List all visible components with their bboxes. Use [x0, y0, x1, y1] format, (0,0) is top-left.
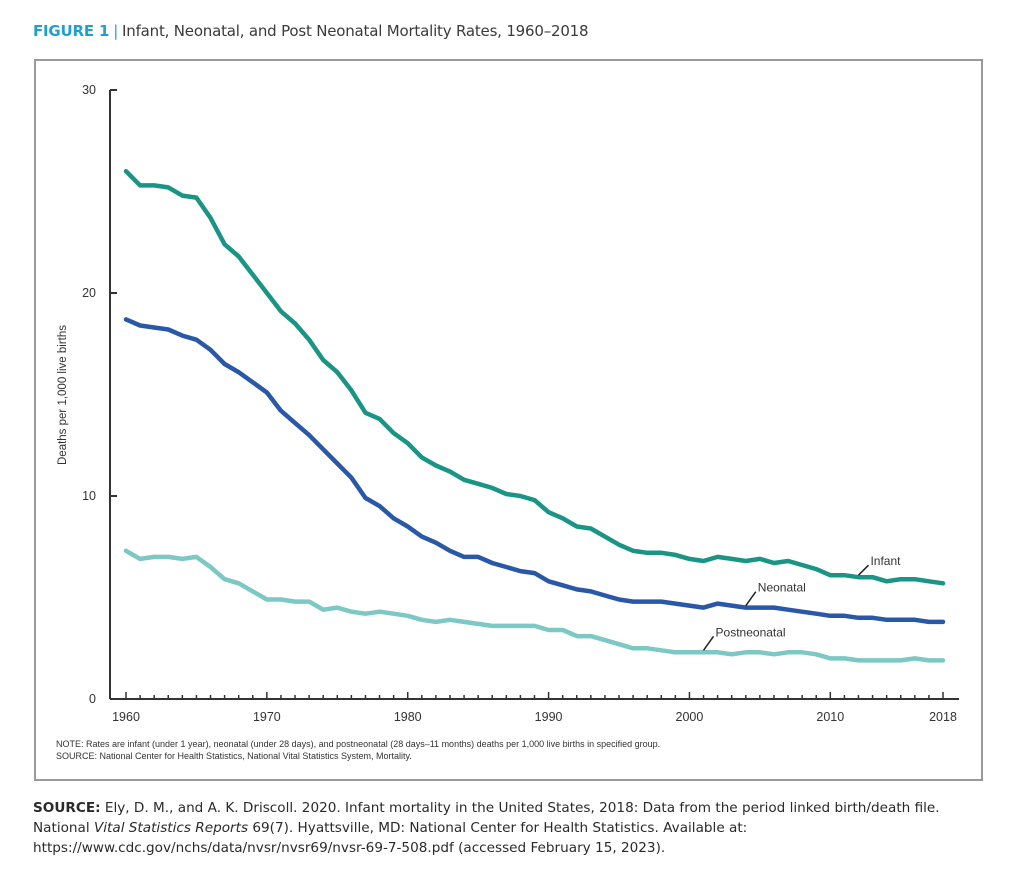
note-source: SOURCE: National Center for Health Stati…: [56, 751, 412, 761]
x-tick-label: 1990: [535, 710, 563, 724]
y-axis-title: Deaths per 1,000 live births: [57, 325, 69, 465]
citation-text-1: Ely, D. M., and A. K. Driscoll. 2020. In…: [33, 800, 940, 836]
y-tick-label: 0: [89, 692, 96, 706]
figure-header: FIGURE 1 | Infant, Neonatal, and Post Neon…: [33, 22, 589, 40]
series-line-infant: [123, 168, 946, 586]
series-line-neonatal: [123, 317, 946, 625]
chart-notes: NOTE: Rates are infant (under 1 year), n…: [56, 738, 660, 762]
y-tick-label: 30: [82, 83, 96, 97]
series-label-neonatal: Neonatal: [758, 581, 806, 595]
series-label-leader: [702, 635, 715, 651]
chart-frame: [34, 59, 983, 781]
series-layer: [123, 168, 946, 663]
figure-title: Infant, Neonatal, and Post Neonatal Mort…: [122, 22, 589, 40]
series-line-postneonatal: [123, 548, 946, 663]
figure-separator: |: [113, 22, 119, 40]
series-label-postneonatal: Postneonatal: [716, 625, 786, 639]
x-tick-label: 2018: [929, 710, 957, 724]
y-tick-label: 10: [82, 489, 96, 503]
axes: 0 10 20 30 1960 1970 1980 1990 2000 2010 2018: [82, 83, 959, 724]
series-label-leader: [745, 591, 757, 607]
figure-label: FIGURE 1: [33, 22, 110, 40]
x-tick-label: 1970: [253, 710, 281, 724]
x-tick-label: 1980: [394, 710, 422, 724]
series-label-leader: [857, 564, 870, 576]
y-tick-label: 20: [82, 286, 96, 300]
x-tick-label: 2010: [816, 710, 844, 724]
citation-text-2: 69(7). Hyattsville, MD: National Center …: [33, 820, 748, 856]
note-text: NOTE: Rates are infant (under 1 year), n…: [56, 739, 661, 749]
series-labels: Infant Neonatal Postneonatal: [702, 554, 901, 651]
citation-journal: Vital Statistics Reports: [93, 820, 249, 836]
citation-label: SOURCE:: [33, 800, 101, 816]
series-label-infant: Infant: [870, 554, 901, 568]
x-tick-label: 1960: [112, 710, 140, 724]
citation: SOURCE: Ely, D. M., and A. K. Driscoll. …: [33, 798, 993, 858]
x-tick-label: 2000: [676, 710, 704, 724]
